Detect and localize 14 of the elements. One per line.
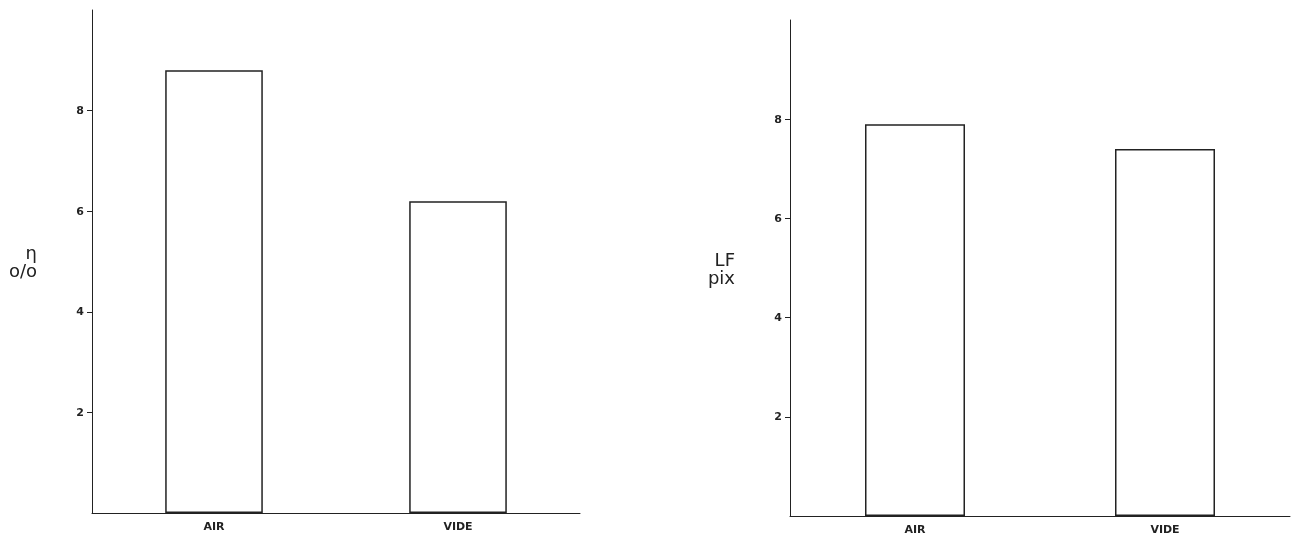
y-tick-label: 6 — [76, 204, 85, 218]
y-axis-title: LF pix — [707, 248, 736, 288]
y-tick-label: 6 — [774, 211, 783, 225]
y-tick-label: 4 — [774, 311, 783, 325]
x-tick-label: VIDE — [1150, 523, 1180, 536]
y-tick-label: 8 — [774, 112, 782, 126]
x-tick-label: AIR — [203, 520, 226, 533]
y-axis-title: η o/o — [8, 242, 37, 281]
y-tick-label: 2 — [774, 410, 782, 424]
x-tick-label: AIR — [904, 523, 927, 536]
y-tick-label: 8 — [76, 104, 84, 118]
x-tick-label: VIDE — [443, 520, 473, 533]
y-tick-label: 2 — [76, 405, 84, 419]
y-tick-label: 4 — [76, 305, 85, 319]
